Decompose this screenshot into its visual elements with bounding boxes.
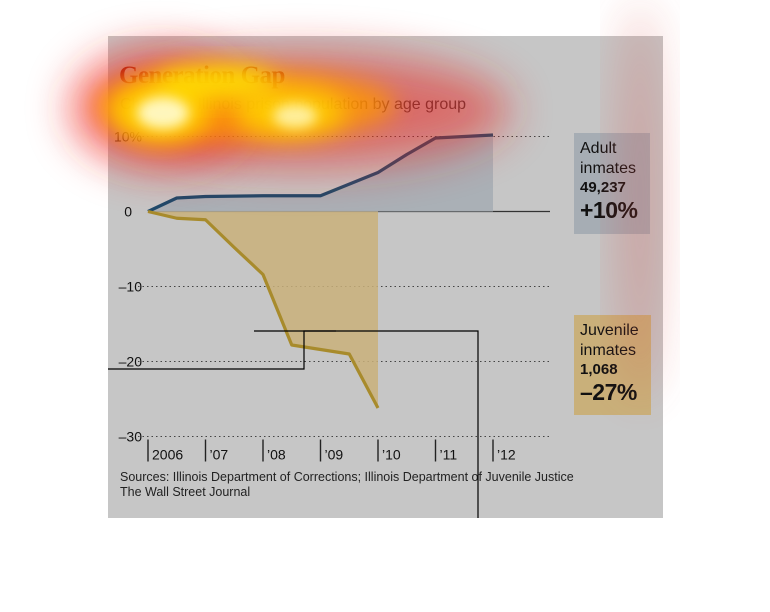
juvenile-label: Juvenile bbox=[580, 322, 639, 339]
adult-label-2: inmates bbox=[580, 160, 637, 177]
juvenile-area bbox=[148, 211, 378, 408]
adult-count: 49,237 bbox=[580, 179, 626, 196]
x-tick-label: ’10 bbox=[382, 447, 401, 463]
source-note: Sources: Illinois Department of Correcti… bbox=[120, 470, 574, 500]
x-tick-label: ’08 bbox=[267, 447, 286, 463]
adult-area bbox=[148, 135, 493, 212]
chart-panel: 10% 0 –10 –20 –30 2006 ’07 ’08 ’09 ’10 ’11 ’12 Gene… bbox=[108, 36, 663, 518]
juvenile-label-2: inmates bbox=[580, 342, 637, 359]
juvenile-count: 1,068 bbox=[580, 361, 618, 378]
adult-label: Adult bbox=[580, 140, 617, 157]
y-tick-label: –30 bbox=[119, 429, 143, 445]
x-tick-label: ’07 bbox=[210, 447, 229, 463]
y-tick-label: 0 bbox=[124, 204, 132, 220]
chart-title: Generation Gap bbox=[119, 62, 285, 89]
x-tick-label: ’09 bbox=[325, 447, 344, 463]
y-tick-label: 10% bbox=[114, 129, 142, 145]
chart-subtitle: Change in Illinois prison population by … bbox=[120, 96, 467, 113]
y-tick-label: –10 bbox=[119, 279, 143, 295]
juvenile-callout: Juvenile inmates 1,068 –27% bbox=[574, 315, 651, 415]
y-tick-label: –20 bbox=[119, 354, 143, 370]
publisher-line: The Wall Street Journal bbox=[120, 485, 251, 499]
adult-change: +10% bbox=[580, 197, 638, 223]
x-tick-label: ’11 bbox=[440, 447, 458, 463]
adult-callout: Adult inmates 49,237 +10% bbox=[574, 133, 650, 234]
source-line: Sources: Illinois Department of Correcti… bbox=[120, 470, 574, 484]
x-tick-label: 2006 bbox=[152, 447, 183, 463]
x-tick-label: ’12 bbox=[497, 447, 516, 463]
juvenile-change: –27% bbox=[580, 379, 637, 405]
